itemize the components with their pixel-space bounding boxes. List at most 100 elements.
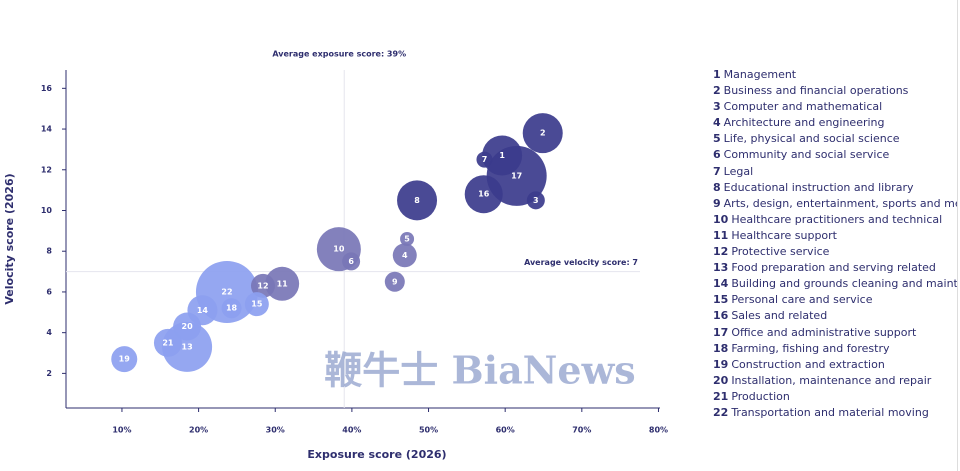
legend-number: 5 bbox=[713, 132, 721, 146]
y-tick-label: 16 bbox=[41, 84, 53, 93]
bubble bbox=[400, 232, 415, 246]
legend-text: Transportation and material moving bbox=[731, 405, 929, 419]
bubble bbox=[392, 243, 417, 268]
x-tick-label: 30% bbox=[266, 426, 285, 435]
legend-item: 16 Sales and related bbox=[713, 308, 957, 324]
bubble bbox=[250, 273, 275, 298]
legend-item: 11 Healthcare support bbox=[713, 228, 957, 244]
bubble bbox=[384, 271, 405, 292]
legend-text: Production bbox=[731, 389, 790, 403]
x-tick-label: 80% bbox=[649, 426, 668, 435]
legend-number: 22 bbox=[713, 405, 729, 419]
chart: Exposure score (2026) Velocity score (20… bbox=[3, 50, 668, 462]
legend-text: Arts, design, entertainment, sports and … bbox=[723, 196, 957, 210]
bubble bbox=[464, 175, 503, 214]
legend-item: 3 Computer and mathematical bbox=[713, 99, 957, 115]
legend-item: 19 Construction and extraction bbox=[713, 357, 957, 373]
bubble-label: 17 bbox=[511, 171, 522, 180]
bubble-label: 20 bbox=[182, 322, 194, 331]
legend-number: 19 bbox=[713, 357, 729, 371]
legend-number: 16 bbox=[713, 309, 729, 323]
bubble-label: 1 bbox=[499, 151, 505, 160]
legend-text: Food preparation and serving related bbox=[731, 261, 936, 275]
legend-item: 20 Installation, maintenance and repair bbox=[713, 373, 957, 389]
bubble bbox=[244, 292, 269, 317]
legend-text: Personal care and service bbox=[731, 293, 873, 307]
legend-item: 1 Management bbox=[713, 67, 957, 83]
legend-text: Healthcare practitioners and technical bbox=[731, 212, 943, 226]
legend-text: Sales and related bbox=[731, 309, 828, 323]
x-tick-label: 50% bbox=[419, 426, 438, 435]
legend-item: 8 Educational instruction and library bbox=[713, 180, 957, 196]
bubble-label: 2 bbox=[540, 129, 546, 138]
bubble bbox=[397, 180, 438, 221]
legend-number: 1 bbox=[713, 68, 721, 81]
legend-text: Computer and mathematical bbox=[723, 100, 883, 114]
average-exposure-label: Average exposure score: 39% bbox=[272, 50, 406, 59]
legend-item: 10 Healthcare practitioners and technical bbox=[713, 212, 957, 228]
legend-text: Farming, fishing and forestry bbox=[731, 341, 890, 355]
bubble-label: 12 bbox=[257, 281, 268, 290]
legend-item: 14 Building and grounds cleaning and main… bbox=[713, 276, 957, 292]
legend-number: 4 bbox=[713, 116, 721, 130]
legend-item: 22 Transportation and material moving bbox=[713, 405, 957, 421]
bubble bbox=[476, 151, 493, 168]
bubble-label: 18 bbox=[226, 304, 238, 313]
y-tick-label: 4 bbox=[46, 328, 52, 337]
y-tick-label: 2 bbox=[46, 369, 52, 378]
legend-number: 7 bbox=[713, 164, 721, 178]
legend-text: Architecture and engineering bbox=[723, 116, 885, 130]
legend-number: 10 bbox=[713, 212, 729, 226]
bubble bbox=[265, 266, 300, 301]
bubble-label: 14 bbox=[197, 306, 209, 315]
legend-number: 15 bbox=[713, 293, 729, 307]
bubble-label: 10 bbox=[333, 245, 345, 254]
bubble-label: 4 bbox=[402, 251, 408, 260]
legend-item: 13 Food preparation and serving related bbox=[713, 260, 957, 276]
legend-text: Protective service bbox=[731, 245, 830, 259]
legend-text: Educational instruction and library bbox=[723, 180, 914, 194]
legend-number: 6 bbox=[713, 148, 721, 162]
y-tick-label: 10 bbox=[41, 206, 53, 215]
bubble-label: 3 bbox=[533, 196, 539, 205]
legend-number: 8 bbox=[713, 180, 721, 194]
bubble-label: 15 bbox=[251, 300, 263, 309]
legend-number: 9 bbox=[713, 196, 721, 210]
legend-text: Office and administrative support bbox=[731, 325, 917, 339]
y-tick-label: 14 bbox=[41, 125, 53, 134]
bubble bbox=[482, 135, 523, 176]
average-velocity-label: Average velocity score: 7 bbox=[524, 258, 638, 267]
bubble bbox=[153, 328, 182, 357]
bubble-label: 22 bbox=[221, 287, 232, 296]
x-tick-label: 60% bbox=[496, 426, 515, 435]
bubble bbox=[221, 298, 242, 319]
legend-text: Community and social service bbox=[723, 148, 890, 162]
legend: 1 Management 2 Business and financial opera… bbox=[713, 67, 957, 421]
bubble-label: 21 bbox=[162, 338, 174, 347]
page-edge bbox=[957, 0, 958, 471]
x-tick-label: 20% bbox=[189, 426, 208, 435]
legend-number: 13 bbox=[713, 261, 729, 275]
y-tick-label: 6 bbox=[46, 287, 52, 296]
x-tick-label: 10% bbox=[112, 426, 131, 435]
legend-number: 2 bbox=[713, 84, 721, 98]
legend-item: 9 Arts, design, entertainment, sports and… bbox=[713, 196, 957, 212]
legend-item: 17 Office and administrative support bbox=[713, 325, 957, 341]
legend-text: Installation, maintenance and repair bbox=[731, 373, 932, 387]
bubble-label: 8 bbox=[414, 196, 420, 205]
legend-number: 12 bbox=[713, 245, 729, 259]
legend-text: Legal bbox=[723, 164, 754, 178]
legend-text: Building and grounds cleaning and mainte bbox=[731, 277, 957, 291]
legend-number: 21 bbox=[713, 389, 729, 403]
legend-text: Construction and extraction bbox=[731, 357, 885, 371]
y-tick-label: 8 bbox=[46, 247, 52, 256]
legend-item: 15 Personal care and service bbox=[713, 292, 957, 308]
bubble-label: 11 bbox=[277, 279, 289, 288]
legend-text: Life, physical and social science bbox=[723, 132, 900, 146]
legend-text: Business and financial operations bbox=[723, 84, 909, 98]
bubble-label: 13 bbox=[182, 342, 193, 351]
legend-item: 18 Farming, fishing and forestry bbox=[713, 341, 957, 357]
legend-item: 5 Life, physical and social science bbox=[713, 131, 957, 147]
bubble bbox=[173, 312, 202, 341]
bubble bbox=[522, 113, 563, 154]
